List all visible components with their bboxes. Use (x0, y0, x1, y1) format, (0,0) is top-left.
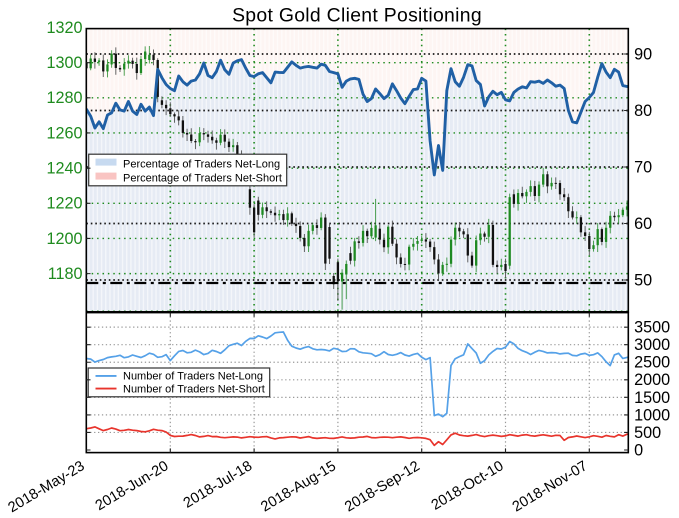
svg-text:1280: 1280 (46, 89, 82, 107)
svg-text:80: 80 (634, 102, 652, 120)
svg-text:70: 70 (634, 158, 652, 176)
svg-text:90: 90 (634, 45, 652, 63)
svg-text:500: 500 (634, 424, 661, 442)
svg-text:1320: 1320 (46, 19, 82, 37)
svg-text:1200: 1200 (46, 230, 82, 248)
svg-text:Number of Traders Net-Long: Number of Traders Net-Long (123, 371, 263, 383)
svg-text:1300: 1300 (46, 54, 82, 72)
svg-text:1000: 1000 (634, 406, 670, 424)
svg-text:3500: 3500 (634, 319, 670, 337)
svg-text:1500: 1500 (634, 389, 670, 407)
svg-text:0: 0 (634, 441, 643, 459)
svg-text:2000: 2000 (634, 371, 670, 389)
svg-text:2500: 2500 (634, 354, 670, 372)
svg-text:1180: 1180 (48, 265, 83, 283)
svg-text:Percentage of Traders Net-Shor: Percentage of Traders Net-Short (123, 172, 282, 184)
svg-text:3000: 3000 (634, 336, 670, 354)
svg-text:60: 60 (634, 215, 652, 233)
svg-text:Number of Traders Net-Short: Number of Traders Net-Short (123, 383, 265, 395)
svg-text:50: 50 (634, 271, 652, 289)
svg-text:Spot Gold Client Positioning: Spot Gold Client Positioning (232, 5, 482, 27)
svg-text:Percentage of Traders Net-Long: Percentage of Traders Net-Long (123, 158, 280, 170)
svg-text:1240: 1240 (46, 160, 82, 178)
svg-text:1260: 1260 (46, 124, 82, 142)
svg-text:1220: 1220 (46, 195, 82, 213)
